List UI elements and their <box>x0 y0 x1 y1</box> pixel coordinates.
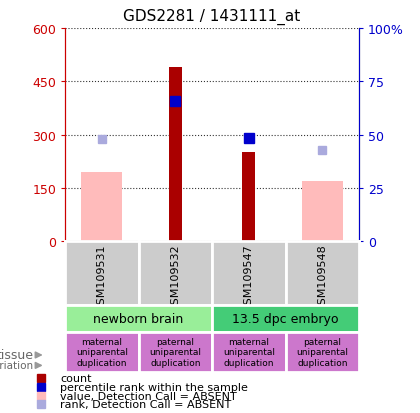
Bar <box>242 153 255 242</box>
Text: tissue: tissue <box>0 349 34 362</box>
Text: GSM109548: GSM109548 <box>318 244 327 311</box>
Text: maternal
uniparental
duplication: maternal uniparental duplication <box>223 337 275 367</box>
Title: GDS2281 / 1431111_at: GDS2281 / 1431111_at <box>123 9 301 25</box>
Text: count: count <box>60 373 92 383</box>
Text: rank, Detection Call = ABSENT: rank, Detection Call = ABSENT <box>60 399 231 409</box>
Text: paternal
uniparental
duplication: paternal uniparental duplication <box>297 337 348 367</box>
Text: 13.5 dpc embryo: 13.5 dpc embryo <box>232 313 339 325</box>
Bar <box>81 173 123 242</box>
Text: maternal
uniparental
duplication: maternal uniparental duplication <box>76 337 128 367</box>
Text: value, Detection Call = ABSENT: value, Detection Call = ABSENT <box>60 391 237 401</box>
Text: newborn brain: newborn brain <box>94 313 184 325</box>
Text: GSM109532: GSM109532 <box>171 244 180 311</box>
Text: GSM109547: GSM109547 <box>244 244 254 311</box>
Bar <box>302 181 343 242</box>
Text: genotype/variation: genotype/variation <box>0 361 34 370</box>
Bar <box>169 68 182 242</box>
Text: GSM109531: GSM109531 <box>97 244 107 311</box>
Text: paternal
uniparental
duplication: paternal uniparental duplication <box>150 337 201 367</box>
Text: percentile rank within the sample: percentile rank within the sample <box>60 382 248 392</box>
